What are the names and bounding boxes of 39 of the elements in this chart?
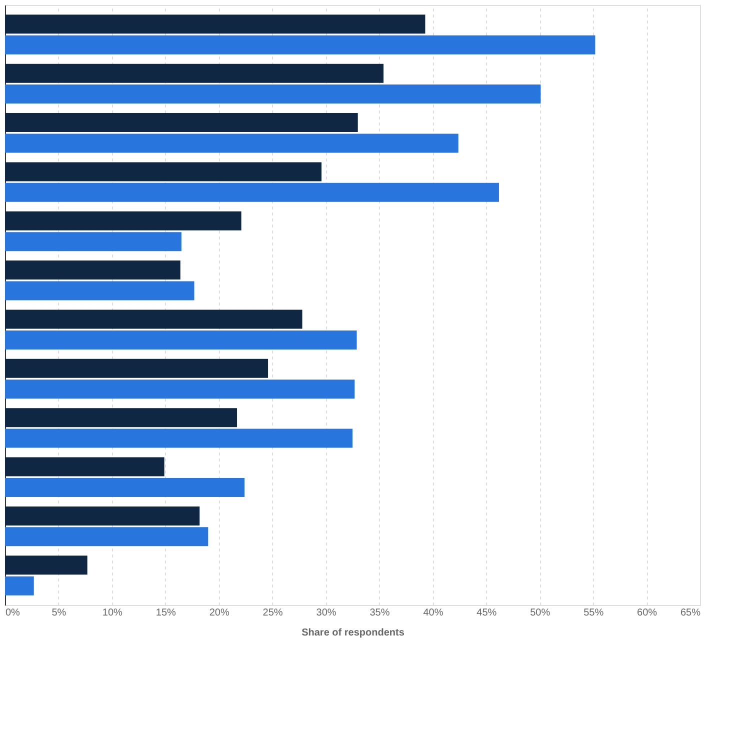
bar bbox=[5, 260, 180, 280]
x-axis-title: Share of respondents bbox=[302, 628, 405, 638]
bar bbox=[5, 35, 596, 54]
bar bbox=[5, 380, 355, 399]
x-tick-label: 25% bbox=[262, 608, 283, 618]
x-tick-label: 50% bbox=[530, 608, 550, 618]
bar bbox=[5, 113, 358, 132]
bar bbox=[5, 576, 34, 596]
x-tick-label: 5% bbox=[52, 608, 66, 618]
bar bbox=[5, 84, 541, 104]
x-tick-label: 20% bbox=[209, 608, 230, 618]
bar bbox=[5, 134, 458, 153]
bar bbox=[5, 428, 352, 448]
bar bbox=[5, 64, 384, 83]
bar bbox=[5, 281, 194, 300]
bar bbox=[5, 232, 182, 252]
bar bbox=[5, 527, 208, 546]
x-tick-label: 40% bbox=[423, 608, 444, 618]
bar bbox=[5, 408, 238, 428]
bar bbox=[5, 14, 426, 34]
x-tick-label: 45% bbox=[476, 608, 497, 618]
bar bbox=[5, 211, 242, 230]
bar bbox=[5, 506, 200, 526]
x-tick-label: 35% bbox=[370, 608, 390, 618]
bar bbox=[5, 358, 268, 378]
x-tick-label: 10% bbox=[102, 608, 123, 618]
bar bbox=[5, 310, 302, 329]
x-tick-label: 60% bbox=[637, 608, 658, 618]
bar bbox=[5, 457, 164, 476]
bar bbox=[5, 330, 357, 350]
bar bbox=[5, 162, 322, 182]
bar bbox=[5, 478, 245, 497]
x-tick-label: 55% bbox=[584, 608, 604, 618]
x-tick-label: 15% bbox=[156, 608, 176, 618]
x-tick-label: 0% bbox=[6, 608, 20, 618]
bar bbox=[5, 556, 88, 575]
bar bbox=[5, 182, 499, 202]
x-tick-label: 30% bbox=[316, 608, 336, 618]
x-tick-label: 65% bbox=[680, 608, 701, 618]
